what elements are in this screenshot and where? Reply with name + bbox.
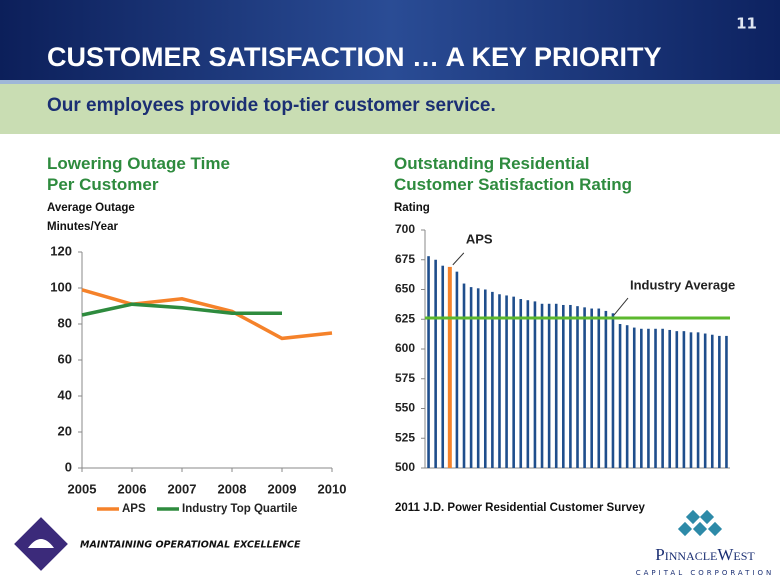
footer-icon [14, 517, 68, 571]
legend-label: APS [122, 503, 146, 515]
bar [569, 304, 572, 468]
bar [547, 303, 551, 468]
x-tick-label: 2005 [68, 481, 97, 496]
bar [682, 331, 686, 468]
annotation-leader [613, 297, 629, 316]
bar [427, 256, 430, 468]
bar [640, 328, 643, 468]
y-tick-label: 120 [50, 243, 72, 258]
y-tick-label: 575 [395, 371, 415, 385]
slide-subtitle: Our employees provide top-tier customer … [47, 95, 496, 116]
bar [710, 334, 714, 468]
bar [632, 327, 636, 468]
bar [597, 308, 601, 468]
bar [533, 301, 537, 468]
bar [725, 335, 728, 468]
y-tick-label: 700 [395, 222, 415, 236]
legend-label: Industry Top Quartile [182, 503, 297, 515]
highlight-bar [447, 266, 452, 468]
x-tick-label: 2009 [268, 481, 297, 496]
y-tick-label: 525 [395, 430, 415, 444]
bar [434, 259, 437, 468]
x-tick-label: 2008 [218, 481, 247, 496]
bar [604, 310, 608, 468]
y-tick-label: 60 [58, 351, 72, 366]
bar [590, 308, 593, 468]
y-axis-label: Average Outage Minutes/Year [47, 202, 135, 233]
bar [696, 332, 700, 468]
bar [576, 306, 579, 468]
bar [562, 304, 565, 468]
y-tick-label: 500 [395, 460, 415, 474]
slide-title: CUSTOMER SATISFACTION … A KEY PRIORITY [47, 42, 662, 72]
y-tick-label: 675 [395, 252, 415, 266]
logo-mark [677, 509, 723, 537]
bar [469, 287, 473, 468]
reference-label: Industry Average [630, 277, 735, 292]
page-number: 11 [736, 15, 757, 33]
bar [675, 331, 679, 468]
x-tick-label: 2007 [168, 481, 197, 496]
bar [441, 265, 445, 468]
bar [540, 303, 544, 468]
bar [654, 328, 657, 468]
bar [519, 299, 523, 468]
chart-title: Outstanding Residential Customer Satisfa… [394, 154, 633, 194]
annotation-label: APS [466, 231, 493, 246]
bar [625, 325, 629, 468]
bar [689, 332, 693, 468]
subtitle-band [0, 84, 780, 134]
logo-tagline: CAPITAL CORPORATION [636, 569, 775, 577]
bar [498, 294, 501, 468]
bar [526, 300, 530, 468]
bar [483, 289, 487, 468]
bar [491, 291, 494, 468]
y-tick-label: 100 [50, 279, 72, 294]
data-line [81, 302, 282, 317]
bar [554, 303, 558, 468]
bar [512, 296, 515, 468]
x-tick-label: 2006 [118, 481, 147, 496]
bar [718, 335, 721, 468]
bar [583, 307, 586, 468]
bar [462, 283, 466, 468]
header-rule [0, 80, 780, 84]
bar [647, 328, 650, 468]
footnote: 2011 J.D. Power Residential Customer Sur… [395, 502, 646, 514]
y-tick-label: 625 [395, 311, 415, 325]
bar [668, 329, 672, 468]
y-axis-label: Rating [394, 202, 430, 214]
y-tick-label: 600 [395, 341, 415, 355]
header-band [0, 0, 780, 80]
bar [703, 333, 707, 468]
data-line [81, 288, 333, 341]
y-tick-label: 550 [395, 401, 415, 415]
bar [661, 328, 664, 468]
y-tick-label: 650 [395, 282, 415, 296]
bar [505, 295, 508, 468]
bar [455, 271, 459, 468]
y-tick-label: 20 [58, 423, 72, 438]
annotation-leader [452, 252, 465, 266]
y-tick-label: 80 [58, 315, 72, 330]
y-tick-label: 0 [65, 459, 72, 474]
bar [618, 324, 622, 468]
y-tick-label: 40 [58, 387, 72, 402]
x-tick-label: 2010 [318, 481, 347, 496]
footer-text: MAINTAINING OPERATIONAL EXCELLENCE [80, 540, 301, 551]
bar [476, 288, 480, 468]
bar [611, 313, 615, 468]
chart-title: Lowering Outage Time Per Customer [47, 154, 230, 194]
logo-name: PinnacleWest [655, 545, 755, 564]
